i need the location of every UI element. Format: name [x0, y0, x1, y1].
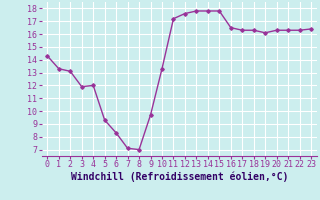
X-axis label: Windchill (Refroidissement éolien,°C): Windchill (Refroidissement éolien,°C) — [70, 172, 288, 182]
